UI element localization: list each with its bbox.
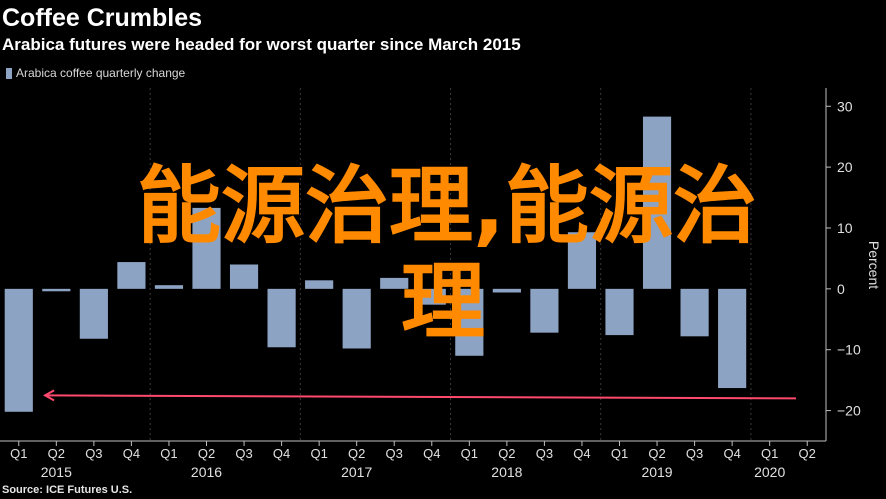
bar — [267, 288, 296, 348]
x-tick-label: Q3 — [686, 446, 703, 461]
x-tick-label: Q1 — [10, 446, 27, 461]
bar — [642, 116, 672, 289]
legend: Arabica coffee quarterly change — [6, 66, 185, 80]
x-tick-label: Q4 — [423, 446, 440, 461]
bar — [305, 280, 334, 289]
y-tick-label: 10 — [837, 220, 853, 236]
source-note: Source: ICE Futures U.S. — [2, 484, 133, 496]
x-year-label: 2016 — [191, 464, 222, 480]
x-tick-label: Q1 — [461, 446, 478, 461]
x-tick-label: Q3 — [536, 446, 553, 461]
y-tick-label: −20 — [837, 403, 861, 419]
bar — [154, 285, 184, 289]
x-tick-label: Q1 — [611, 446, 628, 461]
bar — [530, 288, 559, 333]
x-tick-label: Q4 — [573, 446, 590, 461]
bar — [380, 277, 409, 289]
bar — [342, 288, 371, 349]
annotation-arrow-line — [45, 394, 796, 400]
chart-subtitle: Arabica futures were headed for worst qu… — [2, 35, 521, 54]
x-tick-label: Q2 — [198, 446, 215, 461]
x-tick-label: Q2 — [348, 446, 365, 461]
bar — [4, 288, 33, 412]
x-year-label: 2019 — [641, 464, 672, 480]
bar — [42, 288, 71, 292]
bar — [192, 207, 221, 289]
x-tick-label: Q2 — [799, 446, 816, 461]
bar — [79, 288, 108, 339]
y-tick-label: 0 — [837, 281, 845, 297]
x-year-label: 2018 — [491, 464, 522, 480]
x-year-label: 2015 — [41, 464, 72, 480]
bar — [417, 288, 446, 305]
y-tick-label: 30 — [837, 98, 853, 114]
x-tick-label: Q2 — [48, 446, 65, 461]
annotation-arrow-head — [42, 389, 55, 402]
x-tick-label: Q4 — [123, 446, 140, 461]
bar — [605, 288, 634, 336]
bar — [680, 288, 709, 337]
bar — [117, 262, 146, 289]
chart-title: Coffee Crumbles — [2, 4, 203, 32]
x-tick-label: Q1 — [310, 446, 327, 461]
x-year-label: 2020 — [754, 464, 785, 480]
bar — [567, 232, 597, 289]
y-axis-label: Percent — [866, 241, 882, 289]
x-tick-label: Q2 — [498, 446, 515, 461]
bar — [455, 288, 484, 356]
y-tick-label: 20 — [837, 159, 853, 175]
x-year-label: 2017 — [341, 464, 372, 480]
x-tick-label: Q4 — [273, 446, 290, 461]
x-tick-label: Q1 — [160, 446, 177, 461]
legend-label: Arabica coffee quarterly change — [16, 66, 186, 80]
bar — [492, 288, 521, 293]
x-tick-label: Q3 — [386, 446, 403, 461]
x-tick-label: Q3 — [235, 446, 252, 461]
legend-swatch — [6, 67, 12, 79]
x-tick-label: Q3 — [85, 446, 102, 461]
bar — [229, 264, 259, 289]
x-tick-label: Q4 — [723, 446, 740, 461]
x-tick-label: Q2 — [648, 446, 665, 461]
y-tick-label: −10 — [837, 342, 861, 358]
x-tick-label: Q1 — [761, 446, 778, 461]
bar — [718, 288, 747, 389]
